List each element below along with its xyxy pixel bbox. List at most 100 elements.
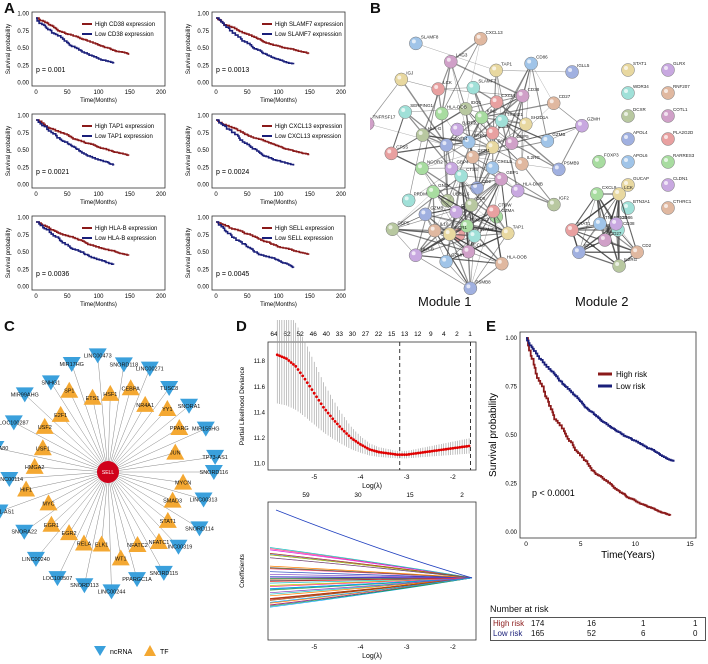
svg-text:ELK1: ELK1 — [95, 543, 108, 549]
cv-point — [347, 434, 351, 438]
cv-point — [363, 445, 367, 449]
main-node: CCR1 — [465, 148, 490, 164]
cv-point — [460, 445, 464, 449]
main-node: TRIM21 — [495, 112, 523, 128]
km-plot-3: 0.00 0.25 0.50 0.75 1.00 0 50 100 150 200 Time(Mon… — [186, 113, 347, 206]
svg-text:HIF1: HIF1 — [20, 487, 32, 493]
svg-text:HMGA2: HMGA2 — [25, 465, 45, 471]
df-tick-label: 62 — [283, 331, 291, 338]
x-tick-label: 0 — [214, 192, 218, 198]
main-node: PARP9 — [485, 138, 512, 155]
svg-text:SNORD118: SNORD118 — [110, 362, 139, 368]
network-edge — [433, 178, 502, 193]
tf-node: SMAD3 — [163, 491, 182, 508]
regulatory-edge — [107, 471, 112, 592]
regulatory-edge — [107, 471, 179, 547]
panel-label-c: C — [4, 318, 15, 335]
network-edge — [392, 175, 462, 230]
regulatory-edge — [107, 456, 216, 473]
x-tick-label: 200 — [156, 90, 167, 96]
df-tick-label: 33 — [336, 331, 344, 338]
tf-node: HSF1 — [101, 384, 120, 401]
cv-point — [435, 449, 439, 452]
cv-point — [451, 446, 455, 450]
main-node: CXCL13 — [473, 30, 503, 46]
tf-node: STAT1 — [158, 511, 177, 528]
svg-text:LINC00319: LINC00319 — [165, 545, 193, 551]
cv-point — [421, 451, 425, 454]
y-axis-label: Partial Likelihood Deviance — [239, 366, 246, 445]
svg-text:TRIM21: TRIM21 — [507, 112, 524, 117]
legend-high: High CD38 expression — [95, 22, 155, 28]
cv-point — [375, 450, 379, 453]
cv-point — [416, 451, 420, 455]
svg-text:CTSS: CTSS — [396, 144, 408, 149]
y-tick-label: 0.75 — [505, 385, 517, 391]
svg-text:CTHRC1: CTHRC1 — [673, 199, 692, 204]
regulatory-edge — [107, 471, 165, 574]
svg-text:CLDN1: CLDN1 — [673, 176, 688, 181]
regulatory-edge — [107, 471, 138, 580]
svg-text:GUCAP: GUCAP — [633, 176, 649, 181]
main-node: IGLL5 — [565, 63, 590, 79]
cv-point — [419, 451, 422, 455]
module1-node: PSMB8 — [463, 279, 491, 296]
regulatory-edge — [71, 363, 109, 473]
regulatory-edge — [107, 471, 138, 546]
high-expression-curve — [216, 119, 310, 156]
cv-point — [437, 448, 441, 452]
svg-text:LINC00240: LINC00240 — [22, 557, 50, 563]
regulatory-edge — [51, 471, 109, 525]
cv-plot-frame — [267, 341, 477, 471]
network-edge — [370, 79, 402, 122]
ncrna-node: LINC00240 — [22, 551, 50, 567]
coef-path — [269, 577, 473, 587]
cv-point — [296, 368, 300, 371]
cv-point — [398, 453, 402, 457]
svg-text:CXCL10: CXCL10 — [502, 93, 520, 98]
cv-point — [402, 453, 406, 457]
network-edge — [405, 108, 466, 113]
cv-point — [423, 450, 427, 454]
module2-node: CXCL9 — [590, 185, 617, 201]
svg-text:LINC00244: LINC00244 — [98, 589, 126, 595]
y-tick-label: 1.00 — [505, 336, 517, 342]
cv-point — [365, 446, 369, 450]
x-axis-label: Log(λ) — [362, 483, 382, 490]
network-edge — [511, 103, 554, 144]
regulatory-edge — [107, 452, 176, 473]
ncrna-node: LINC00244 — [98, 584, 126, 600]
svg-text:HLA-G: HLA-G — [428, 126, 442, 131]
side-node: CLDN1 — [661, 176, 688, 192]
lasso-panel: 6462524640333027221513129421-5-4-3-211.0… — [239, 320, 477, 660]
cv-point — [458, 445, 462, 449]
cv-point — [467, 444, 471, 448]
cv-point — [400, 453, 404, 457]
svg-text:MIR17HG: MIR17HG — [60, 362, 84, 368]
svg-text:SMAD3: SMAD3 — [163, 499, 182, 505]
y-tick-label: 0.50 — [505, 433, 517, 439]
cv-point — [446, 447, 450, 451]
main-node: CD38 — [515, 87, 540, 103]
km-plot-0: 0.00 0.25 0.50 0.75 1.00 0 50 100 150 200 Time(Mon… — [6, 11, 167, 104]
p-value: p = 0.0021 — [36, 169, 69, 176]
network-edge — [470, 233, 509, 289]
risk-high-3: 1 — [693, 619, 698, 628]
side-node: RARRES3 — [661, 153, 695, 169]
svg-text:CD27: CD27 — [559, 94, 571, 99]
module2-node: IL2RG — [612, 257, 638, 273]
module1-node: CCL3 — [461, 243, 485, 259]
network-edge — [421, 168, 448, 201]
tf-node: JUN — [166, 443, 185, 460]
svg-text:PSMB9: PSMB9 — [564, 160, 580, 165]
svg-text:EGR1: EGR1 — [44, 523, 59, 529]
svg-text:USF1: USF1 — [36, 446, 50, 452]
tf-node: WT1 — [111, 549, 130, 566]
tf-node: ETS1 — [83, 388, 102, 405]
df-tick-label: 13 — [401, 331, 409, 338]
side-node: APOL4 — [621, 130, 648, 146]
tf-node: HIF1 — [17, 480, 36, 497]
network-edge — [476, 117, 482, 188]
network-edge — [571, 193, 620, 231]
network-edge — [421, 141, 469, 169]
